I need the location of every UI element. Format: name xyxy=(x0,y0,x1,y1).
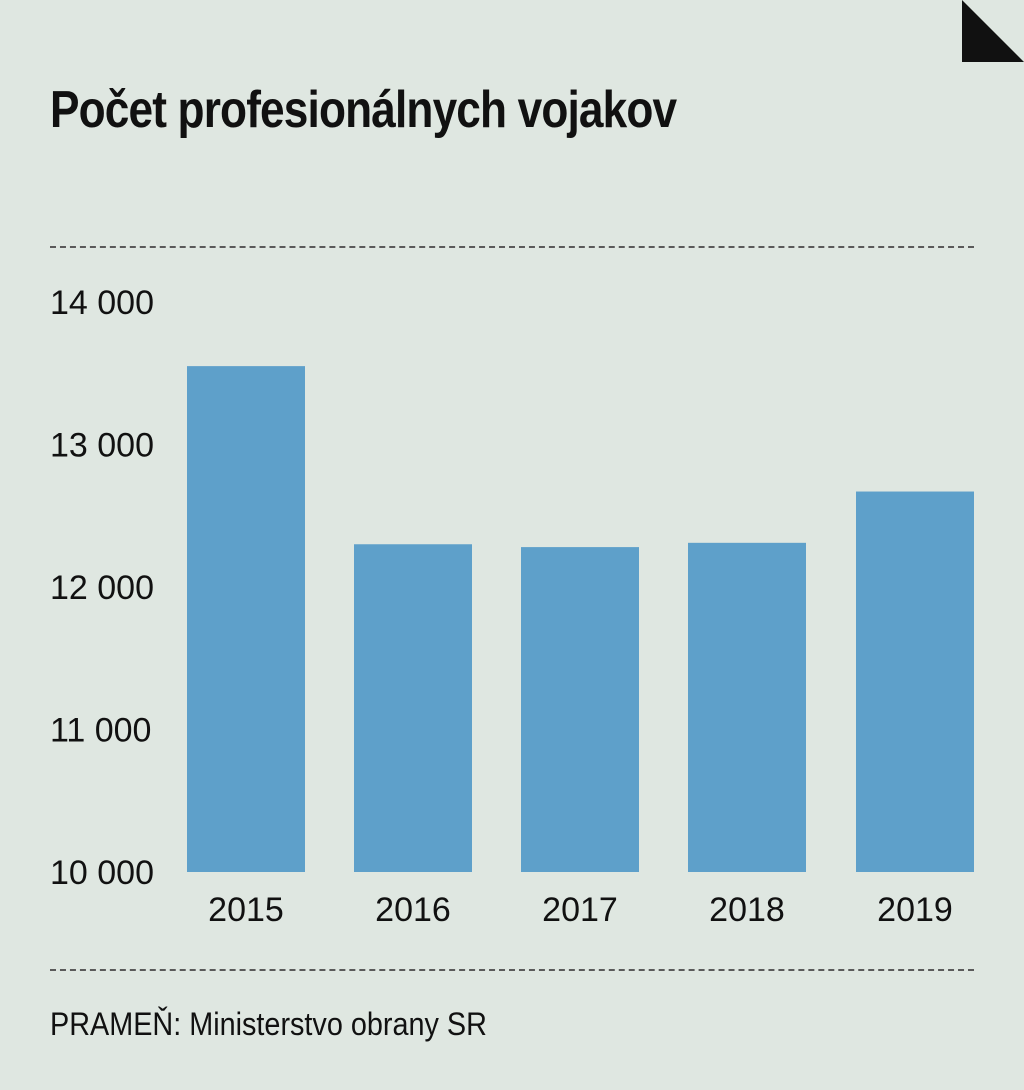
x-tick-label: 2018 xyxy=(709,891,785,929)
y-tick-label: 11 000 xyxy=(50,712,151,750)
y-tick-label: 13 000 xyxy=(50,427,154,465)
bar-2015 xyxy=(187,366,305,872)
chart-title: Počet profesionálnych vojakov xyxy=(50,81,677,139)
source-note: PRAMEŇ: Ministerstvo obrany SR xyxy=(50,1006,487,1042)
x-tick-label: 2016 xyxy=(375,891,451,929)
top-dashed-divider xyxy=(50,246,974,248)
bar-2019 xyxy=(856,491,974,872)
y-tick-label: 10 000 xyxy=(50,854,154,892)
bar-2016 xyxy=(354,544,472,872)
y-tick-label: 12 000 xyxy=(50,569,154,607)
bar-chart: 14 000 13 000 12 000 11 000 10 000 2015 2016 20… xyxy=(50,284,974,929)
y-tick-label: 14 000 xyxy=(50,284,154,322)
bar-2018 xyxy=(688,542,806,872)
x-tick-label: 2015 xyxy=(208,891,284,929)
x-tick-label: 2019 xyxy=(877,891,953,929)
bottom-dashed-divider xyxy=(50,969,974,971)
bar-2017 xyxy=(521,547,639,872)
x-tick-label: 2017 xyxy=(542,891,618,929)
